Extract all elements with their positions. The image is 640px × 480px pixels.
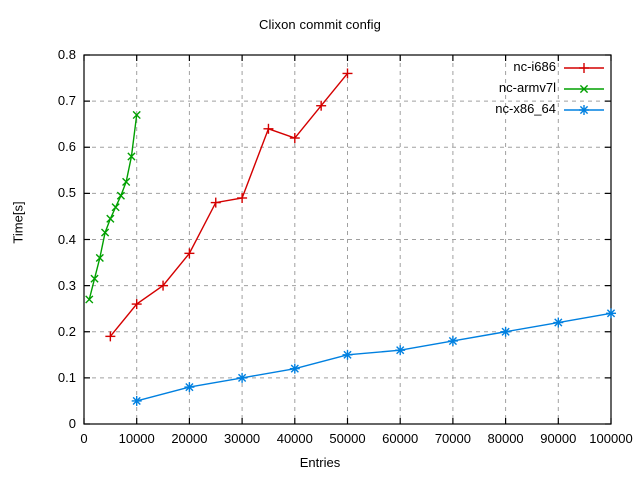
chart-title: Clixon commit config [259,17,381,32]
data-point-marker [90,274,99,283]
x-tick-label: 100000 [589,431,633,446]
series-nc-i686 [105,68,353,342]
data-point-marker [396,346,405,355]
y-tick-label: 0.8 [57,47,76,62]
series-line [109,73,349,337]
y-tick-label: 0.1 [57,369,76,385]
x-axis-label: Entries [299,455,341,470]
data-point-marker [238,373,247,382]
legend-sample-nc-x86_64 [564,105,604,115]
data-point-marker [132,110,141,120]
legend-label-nc-i686: nc-i686 [513,59,556,74]
x-tick-label: 80000 [487,431,524,446]
x-tick-label: 30000 [224,431,261,446]
y-tick-label: 0.6 [57,139,76,155]
data-point-marker [554,318,563,327]
data-point-marker [132,396,141,406]
y-tick-label: 0 [68,416,76,431]
x-tick-label: 50000 [329,431,366,446]
legend-label-nc-x86_64: nc-x86_64 [495,101,556,116]
series-line [136,312,612,402]
x-tick-label: 60000 [382,431,419,446]
data-point-marker [579,84,589,94]
data-point-marker [127,152,136,161]
y-tick-label: 0.4 [57,231,76,247]
x-tick-label: 10000 [118,431,155,446]
y-tick-label: 0.7 [57,93,76,109]
series-line [88,114,138,300]
y-tick-label: 0.3 [57,277,76,293]
y-tick-label: 0.5 [57,185,76,201]
x-tick-label: 90000 [540,431,577,446]
legend-sample-nc-armv7l [564,84,604,94]
data-point-marker [343,350,352,359]
data-point-marker [501,327,510,336]
data-point-marker [85,295,94,304]
data-point-marker [116,191,125,200]
data-point-marker [100,228,110,237]
data-point-marker [122,177,131,186]
x-tick-label: 40000 [276,431,313,446]
legend-sample-nc-i686 [564,63,604,73]
x-tick-label: 70000 [434,431,471,446]
data-point-marker [579,105,589,115]
data-point-marker [606,309,616,318]
data-point-marker [106,214,115,223]
series-nc-armv7l [85,110,141,304]
legend-label-nc-armv7l: nc-armv7l [498,80,556,95]
data-point-marker [111,203,120,212]
data-point-marker [448,336,457,346]
series-nc-x86_64 [131,308,616,406]
x-tick-label: 0 [80,431,88,446]
data-point-marker [95,253,104,263]
data-point-marker [290,364,299,373]
data-point-marker [185,383,194,392]
y-tick-label: 0.2 [57,323,76,339]
x-tick-label: 20000 [171,431,208,446]
